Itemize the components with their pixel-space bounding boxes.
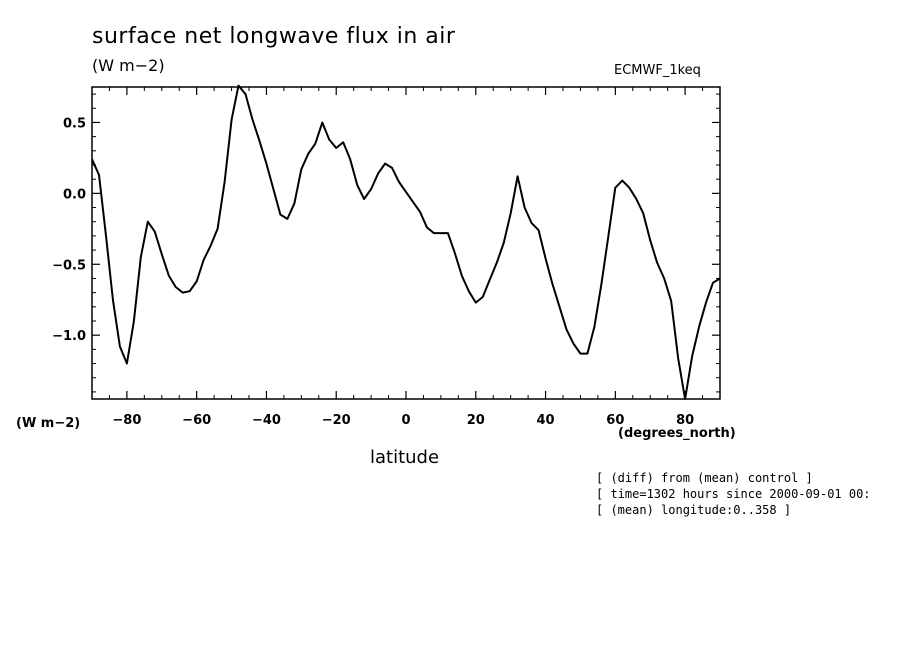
y-tick-label: 0.0 — [63, 187, 86, 202]
x-tick-label: 20 — [467, 413, 485, 428]
annotation-longitude: [ (mean) longitude:0..358 ] — [596, 503, 792, 517]
x-tick-label: −60 — [182, 413, 211, 428]
x-tick-label: 40 — [537, 413, 555, 428]
x-axis-units: (degrees_north) — [618, 426, 736, 441]
x-tick-label: −20 — [322, 413, 351, 428]
model-label: ECMWF_1keq — [614, 63, 701, 78]
x-tick-label: −40 — [252, 413, 281, 428]
y-tick-label: −1.0 — [52, 329, 86, 344]
data-series-line — [91, 84, 721, 400]
x-tick-label: −80 — [112, 413, 141, 428]
x-tick-label: 0 — [401, 413, 410, 428]
annotation-diff: [ (diff) from (mean) control ] — [596, 471, 813, 485]
y-tick-label: 0.5 — [63, 116, 86, 131]
annotation-time: [ time=1302 hours since 2000-09-01 00: — [596, 487, 871, 501]
y-tick-label: −0.5 — [52, 258, 86, 273]
x-tick-label: 80 — [676, 413, 694, 428]
chart-title: surface net longwave flux in air — [92, 24, 456, 49]
plot-frame — [91, 86, 721, 400]
x-axis-label: latitude — [370, 447, 440, 468]
chart-units: (W m−2) — [92, 56, 165, 75]
x-tick-label: 60 — [606, 413, 624, 428]
y-axis-units: (W m−2) — [16, 416, 81, 431]
